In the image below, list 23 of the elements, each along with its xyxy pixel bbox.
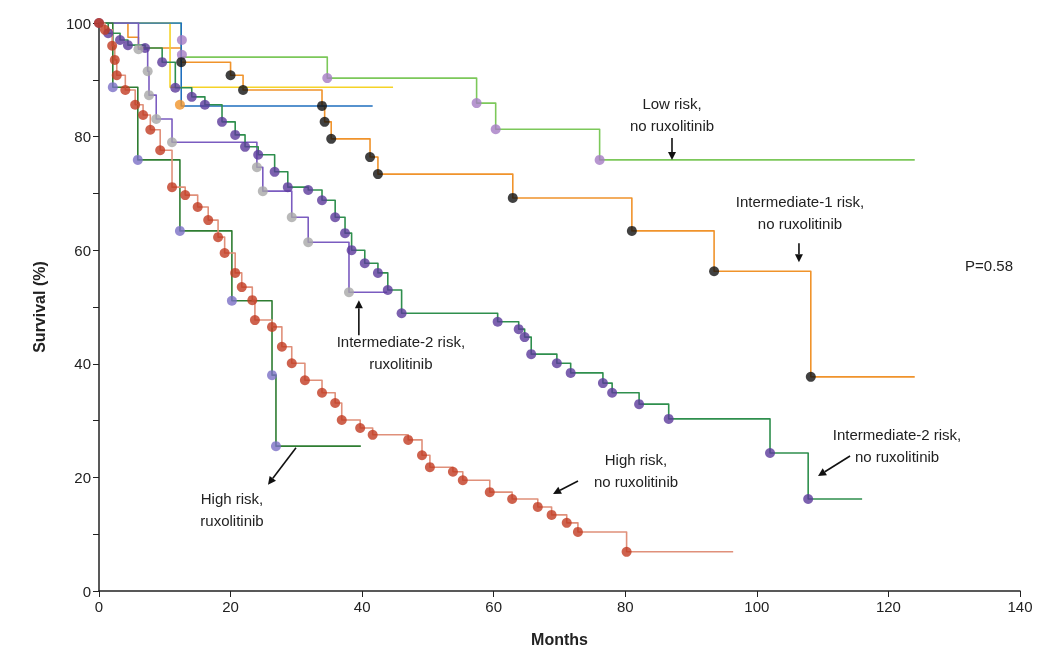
- y-tick-label: 0: [82, 582, 91, 600]
- annotation: Intermediate-2 risk, no ruxolitinib: [832, 426, 962, 466]
- annotation: High risk, no ruxolitinib: [593, 450, 679, 490]
- x-tick-label: 0: [94, 598, 104, 615]
- x-tick-label: 20: [222, 598, 239, 615]
- annotation: Intermediate-2 risk, ruxolitinib: [336, 332, 466, 372]
- y-tick-label: 40: [74, 355, 91, 373]
- y-tick-label: 60: [74, 241, 91, 259]
- x-tick-label: 40: [353, 598, 371, 615]
- y-axis-title: Survival (%): [30, 261, 48, 353]
- x-tick-label: 100: [744, 598, 770, 615]
- y-tick-label: 100: [65, 14, 91, 32]
- annotation: High risk, ruxolitinib: [200, 490, 264, 530]
- x-tick-label: 60: [485, 598, 503, 615]
- annotation: Low risk, no ruxolitinib: [629, 95, 715, 135]
- x-tick-label: 120: [875, 598, 901, 615]
- x-tick-label: 80: [616, 598, 634, 615]
- y-tick-label: 80: [74, 128, 91, 146]
- annotation: Intermediate-1 risk, no ruxolitinib: [735, 192, 865, 232]
- y-tick-label: 20: [74, 468, 91, 486]
- x-axis-title: Months: [531, 630, 589, 648]
- annotation: P=0.58: [965, 257, 1014, 274]
- x-tick-label: 140: [1007, 598, 1033, 615]
